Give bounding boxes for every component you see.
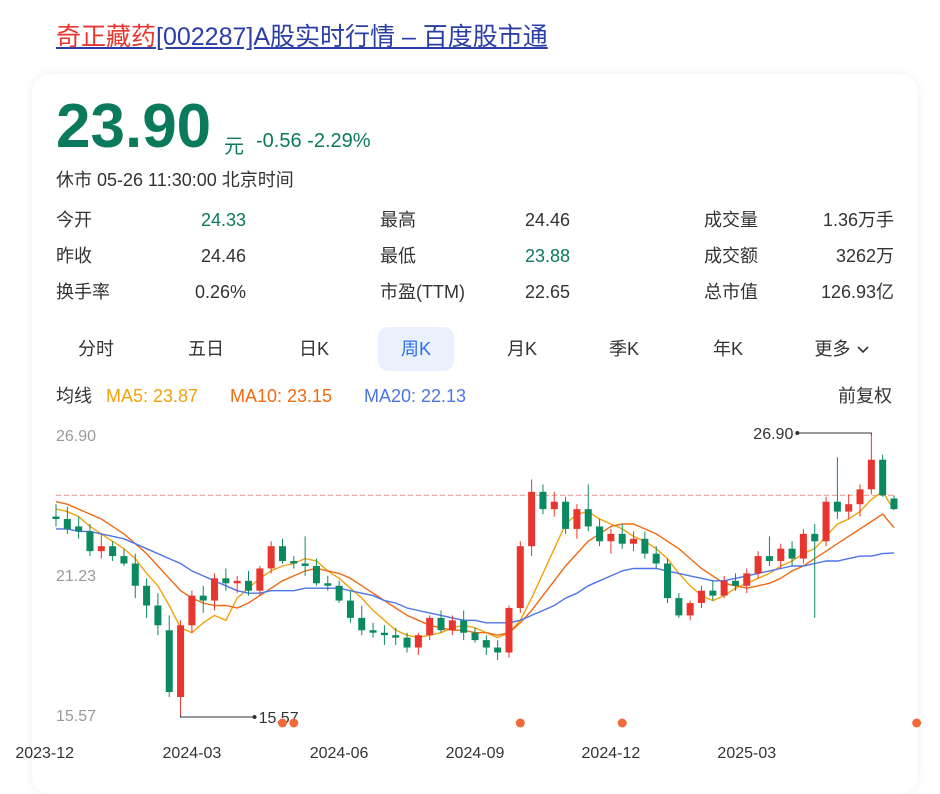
stat-label-turnover-rate: 换手率 bbox=[56, 282, 110, 302]
stat-value-turnover-rate: 0.26% bbox=[194, 282, 246, 302]
tab-intraday[interactable]: 分时 bbox=[78, 339, 114, 359]
stat-value-open: 24.33 bbox=[200, 210, 246, 230]
tab-quarterly-k[interactable]: 季K bbox=[608, 339, 639, 359]
stat-label-market-cap: 总市值 bbox=[704, 282, 758, 302]
change-percent: -2.29% bbox=[307, 130, 371, 152]
current-price: 23.90 bbox=[56, 92, 212, 161]
price-unit: 元 bbox=[224, 136, 244, 158]
stock-name[interactable]: 奇正藏药 bbox=[56, 23, 157, 51]
ma-label: 均线 bbox=[56, 386, 92, 406]
stat-label-low: 最低 bbox=[380, 246, 416, 266]
tab-more[interactable]: 更多 bbox=[800, 327, 884, 371]
stat-value-high: 24.46 bbox=[524, 210, 570, 230]
ma20-legend: MA20: 22.13 bbox=[364, 386, 467, 406]
stat-value-pe-ttm: 22.65 bbox=[524, 282, 570, 302]
change-amount: -0.56 bbox=[256, 130, 302, 152]
tab-yearly-k[interactable]: 年K bbox=[712, 339, 743, 359]
stat-value-turnover-amount: 3262万 bbox=[835, 246, 894, 266]
tab-daily-k[interactable]: 日K bbox=[298, 339, 329, 359]
stat-value-volume: 1.36万手 bbox=[822, 210, 894, 230]
ma5-legend: MA5: 23.87 bbox=[106, 386, 199, 406]
stat-label-open: 今开 bbox=[56, 210, 92, 230]
tab-five-day[interactable]: 五日 bbox=[188, 339, 224, 359]
tab-monthly-k[interactable]: 月K bbox=[506, 339, 537, 359]
stat-label-pe-ttm: 市盈(TTM) bbox=[380, 282, 465, 302]
stat-value-market-cap: 126.93亿 bbox=[820, 282, 894, 302]
stat-label-high: 最高 bbox=[380, 210, 416, 230]
stat-label-volume: 成交量 bbox=[704, 210, 758, 230]
ma10-legend: MA10: 23.15 bbox=[230, 386, 333, 406]
stat-label-prev-close: 昨收 bbox=[56, 246, 92, 266]
page-title-link[interactable]: 奇正藏药[002287]A股实时行情 – 百度股市通 bbox=[56, 20, 548, 54]
stat-value-low: 23.88 bbox=[524, 246, 570, 266]
tab-weekly-k[interactable]: 周K bbox=[378, 327, 454, 371]
market-status: 休市 05-26 11:30:00 北京时间 bbox=[56, 170, 294, 190]
adjust-mode-button[interactable]: 前复权 bbox=[838, 386, 892, 406]
price-change: -0.56 -2.29% bbox=[256, 130, 371, 153]
stat-label-turnover-amount: 成交额 bbox=[704, 246, 758, 266]
chevron-down-icon bbox=[856, 346, 869, 354]
stat-value-prev-close: 24.46 bbox=[200, 246, 246, 266]
tab-more-label: 更多 bbox=[814, 339, 851, 359]
page-title-rest[interactable]: [002287]A股实时行情 – 百度股市通 bbox=[156, 23, 548, 51]
